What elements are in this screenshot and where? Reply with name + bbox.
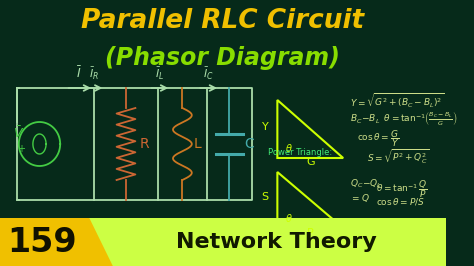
Text: P: P	[307, 228, 314, 238]
Text: $\bar{I}_L$: $\bar{I}_L$	[155, 66, 164, 82]
Text: $\theta$: $\theta$	[285, 142, 292, 154]
Text: Y: Y	[262, 122, 268, 132]
Polygon shape	[52, 218, 446, 266]
Text: $\cos\theta=\dfrac{G}{Y}$: $\cos\theta=\dfrac{G}{Y}$	[357, 128, 400, 149]
Text: $\theta$: $\theta$	[285, 212, 292, 224]
Polygon shape	[0, 218, 113, 266]
Text: $Q_C\!-\!Q_L$: $Q_C\!-\!Q_L$	[350, 178, 382, 190]
Text: $\bar{I}_C$: $\bar{I}_C$	[203, 66, 214, 82]
Text: $\bar{V}$: $\bar{V}$	[13, 126, 25, 141]
Text: L: L	[194, 137, 201, 151]
Text: (Phasor Diagram): (Phasor Diagram)	[105, 46, 340, 70]
Text: $B_C\!-\!B_L\;\;\theta=\tan^{-1}\!\left(\frac{B_C-B_L}{G}\right)$: $B_C\!-\!B_L\;\;\theta=\tan^{-1}\!\left(…	[350, 110, 457, 128]
Text: R: R	[139, 137, 149, 151]
Text: G: G	[306, 157, 315, 167]
Text: $\cos\theta=P/S$: $\cos\theta=P/S$	[376, 196, 425, 207]
Text: 159: 159	[8, 226, 77, 259]
Text: Network Theory: Network Theory	[176, 232, 377, 252]
Text: +: +	[17, 144, 25, 154]
Text: Parallel RLC Circuit: Parallel RLC Circuit	[81, 8, 365, 34]
Text: $\bar{I}$: $\bar{I}$	[76, 65, 82, 81]
Text: $=Q$: $=Q$	[350, 192, 370, 204]
Text: S: S	[262, 192, 269, 202]
Text: Power Triangle:: Power Triangle:	[268, 148, 332, 157]
Text: C: C	[245, 137, 254, 151]
Text: $\theta=\tan^{-1}\dfrac{Q}{P}$: $\theta=\tan^{-1}\dfrac{Q}{P}$	[376, 178, 428, 200]
Text: $S=\sqrt{P^2+Q_C^2}$: $S=\sqrt{P^2+Q_C^2}$	[367, 148, 429, 167]
Text: $Y=\sqrt{G^2+(B_C-B_L)^2}$: $Y=\sqrt{G^2+(B_C-B_L)^2}$	[350, 92, 444, 110]
Text: $\bar{I}_R$: $\bar{I}_R$	[89, 66, 99, 82]
